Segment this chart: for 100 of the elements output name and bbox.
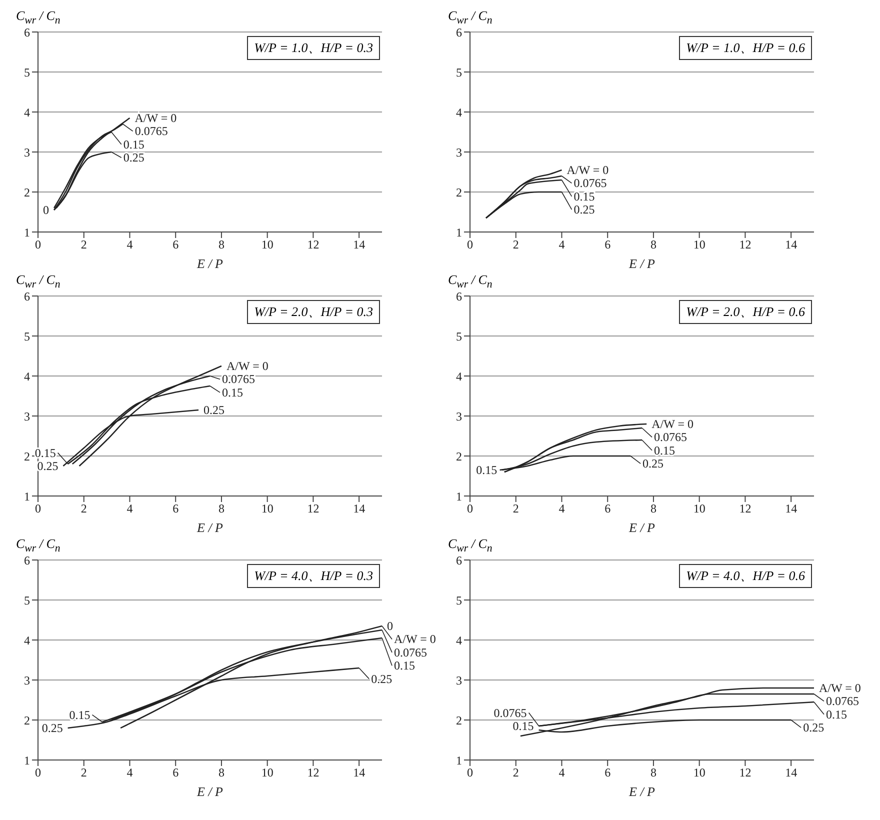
x-tick-label: 2 [512, 502, 519, 516]
y-tick-label: 5 [24, 65, 30, 80]
x-tick-label: 8 [650, 502, 656, 516]
y-tick-label: 1 [24, 753, 30, 768]
annotation: 0.0765 [134, 124, 168, 138]
x-tick-label: 4 [558, 502, 565, 516]
y-axis-title: C$_{wr}$ / C$_{n}$ [15, 272, 62, 291]
x-tick-label: 4 [126, 766, 133, 780]
y-tick-label: 1 [456, 225, 462, 240]
annotation: 0.25 [574, 202, 595, 217]
annotation: 0.15 [123, 137, 144, 152]
x-tick-label: 6 [604, 238, 611, 252]
annotation: 0.25 [803, 720, 824, 735]
y-tick-label: 4 [24, 369, 30, 384]
x-axis-title: E / P [628, 784, 656, 799]
y-tick-label: 4 [456, 105, 462, 120]
x-tick-label: 0 [467, 238, 473, 252]
y-tick-label: 6 [456, 553, 462, 568]
y-axis-title: C$_{wr}$ / C$_{n}$ [15, 536, 62, 555]
x-tick-label: 12 [307, 766, 320, 780]
x-tick-label: 8 [218, 766, 224, 780]
annotation: W/P = 2.0、H/P = 0.3 [247, 300, 380, 324]
y-tick-label: 4 [456, 369, 462, 384]
x-tick-label: 8 [218, 502, 224, 516]
x-tick-label: 10 [261, 238, 274, 252]
x-tick-label: 4 [126, 502, 133, 516]
annotation: A/W = 0 [134, 111, 177, 125]
x-tick-label: 6 [604, 502, 611, 516]
y-tick-label: 3 [24, 409, 30, 424]
x-axis-title: E / P [628, 520, 656, 535]
y-axis-title: C$_{wr}$ / C$_{n}$ [447, 536, 494, 555]
annotation: 0.0765 [574, 176, 607, 190]
y-tick-label: 6 [24, 25, 30, 40]
annotation: 0 [43, 203, 50, 217]
annotation: W/P = 1.0、H/P = 0.6 [679, 36, 812, 60]
y-tick-label: 3 [24, 145, 30, 160]
x-tick-label: 6 [604, 766, 611, 780]
annotation: 0.15 [222, 385, 243, 400]
x-axis-title: E / P [628, 256, 656, 271]
y-tick-label: 5 [456, 593, 462, 608]
x-tick-label: 14 [353, 502, 366, 516]
x-tick-label: 10 [261, 502, 274, 516]
x-tick-label: 2 [80, 502, 87, 516]
annotation: 0.15 [476, 463, 498, 477]
y-tick-label: 4 [24, 633, 30, 648]
y-tick-label: 1 [456, 753, 462, 768]
x-tick-label: 6 [172, 238, 179, 252]
annotation: 0.25 [371, 672, 392, 686]
y-tick-label: 3 [456, 673, 462, 688]
x-tick-label: 8 [218, 238, 224, 252]
x-tick-label: 12 [739, 502, 752, 516]
x-tick-label: 14 [785, 238, 798, 252]
annotation: 0.0765 [494, 706, 527, 720]
x-tick-label: 8 [650, 238, 656, 252]
x-tick-label: 12 [307, 238, 320, 252]
annotation: 0.25 [123, 150, 144, 165]
annotation: 0.0765 [826, 694, 859, 708]
x-tick-label: 12 [739, 238, 752, 252]
y-tick-label: 2 [24, 449, 30, 464]
y-tick-label: 2 [24, 713, 30, 728]
annotation: 0.25 [42, 721, 63, 735]
x-tick-label: 12 [307, 502, 320, 516]
annotation: 0 [387, 619, 393, 633]
annotation: 0.15 [654, 443, 675, 458]
x-tick-label: 4 [558, 766, 565, 780]
annotation: A/W = 0 [652, 417, 694, 431]
x-tick-label: 0 [467, 502, 473, 516]
x-tick-label: 10 [693, 502, 706, 516]
x-tick-label: 12 [739, 766, 752, 780]
annotation: 0.15 [69, 708, 90, 722]
y-tick-label: 5 [24, 329, 30, 344]
annotation: 0.25 [642, 456, 664, 471]
y-tick-label: 6 [456, 25, 462, 40]
y-tick-label: 4 [24, 105, 30, 120]
annotation: 0.15 [826, 707, 847, 722]
y-tick-label: 6 [24, 553, 30, 568]
y-tick-label: 6 [24, 289, 30, 304]
y-tick-label: 3 [24, 673, 30, 688]
y-tick-label: 2 [456, 185, 462, 200]
x-tick-label: 14 [353, 238, 366, 252]
x-tick-label: 10 [261, 766, 274, 780]
y-tick-label: 2 [456, 713, 462, 728]
x-tick-label: 4 [558, 238, 565, 252]
annotation: A/W = 0 [394, 632, 436, 646]
x-axis-title: E / P [196, 520, 224, 535]
x-tick-label: 6 [172, 766, 179, 780]
x-tick-label: 6 [172, 502, 179, 516]
y-tick-label: 6 [456, 289, 462, 304]
x-tick-label: 10 [693, 238, 706, 252]
y-tick-label: 3 [456, 145, 462, 160]
x-tick-label: 0 [35, 502, 41, 516]
y-axis-title: C$_{wr}$ / C$_{n}$ [447, 272, 494, 291]
annotation: W/P = 1.0、H/P = 0.3 [247, 36, 380, 60]
x-tick-label: 0 [467, 766, 473, 780]
annotation: W/P = 4.0、H/P = 0.3 [247, 564, 380, 588]
y-tick-label: 1 [24, 225, 30, 240]
x-axis-title: E / P [196, 784, 224, 799]
x-tick-label: 0 [35, 766, 41, 780]
y-tick-label: 4 [456, 633, 462, 648]
annotation: 0.0765 [654, 430, 687, 444]
